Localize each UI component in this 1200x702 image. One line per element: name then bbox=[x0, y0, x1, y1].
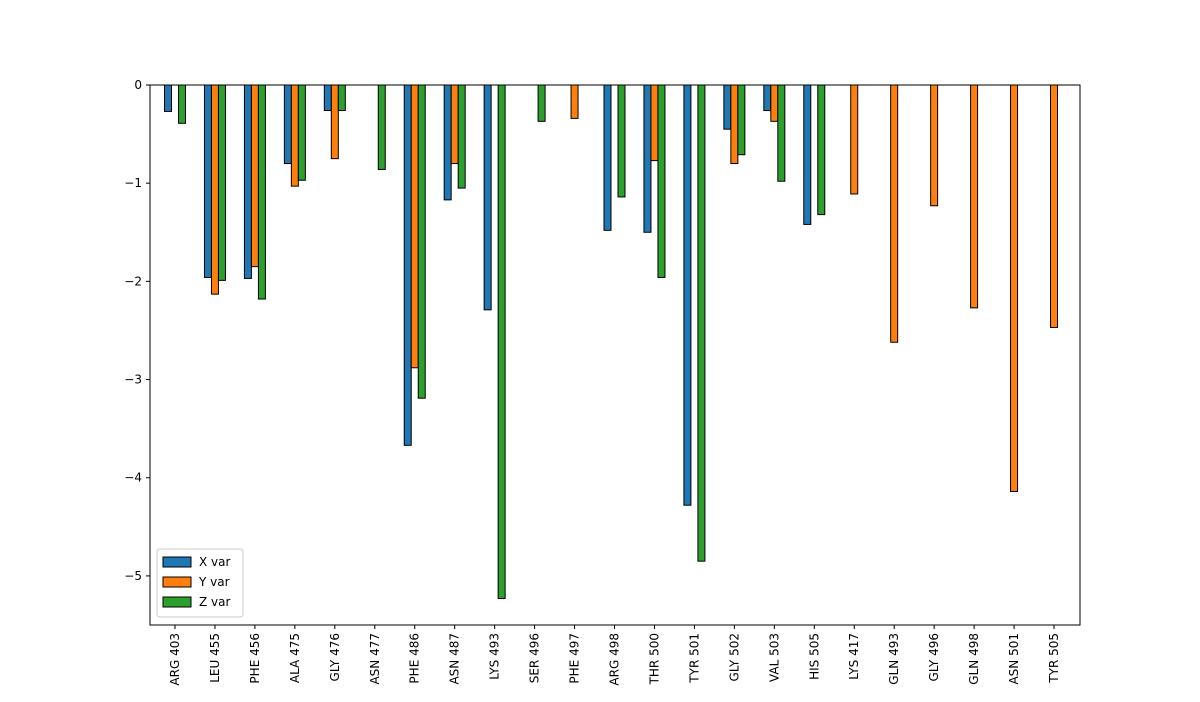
x-tick-label: PHE 486 bbox=[408, 633, 422, 684]
x-tick-label: ARG 498 bbox=[608, 633, 622, 686]
plot-frame bbox=[149, 84, 1081, 626]
x-tick-label: LYS 493 bbox=[488, 633, 502, 680]
bar-x-var-arg-498 bbox=[603, 84, 612, 231]
bar-z-var-arg-403 bbox=[178, 84, 186, 124]
bar-z-var-gly-502 bbox=[737, 84, 746, 156]
bar-z-var-thr-500 bbox=[657, 84, 666, 278]
bar-z-var-arg-498 bbox=[617, 84, 626, 198]
bar-y-var-lys-417 bbox=[850, 84, 859, 195]
bar-x-var-asn-487 bbox=[443, 84, 452, 201]
bar-z-var-ser-496 bbox=[537, 84, 546, 122]
bar-z-var-asn-477 bbox=[377, 84, 386, 170]
bar-y-var-gly-496 bbox=[930, 84, 939, 207]
bar-x-var-ala-475 bbox=[283, 84, 292, 165]
bar-y-var-gln-498 bbox=[970, 84, 979, 309]
bar-y-var-leu-455 bbox=[210, 84, 219, 295]
bar-z-var-phe-456 bbox=[257, 84, 266, 300]
bar-y-var-gly-476 bbox=[330, 84, 339, 160]
y-tick-label: −2 bbox=[124, 274, 142, 288]
bar-x-var-val-503 bbox=[763, 84, 772, 112]
bar-z-var-his-505 bbox=[817, 84, 826, 216]
bar-y-var-val-503 bbox=[770, 84, 779, 122]
y-axis: 0 −1 −2 −3 −4 −5 bbox=[124, 78, 150, 583]
legend-swatch bbox=[162, 596, 192, 608]
bar-y-var-phe-497 bbox=[570, 84, 579, 119]
x-tick-label: THR 500 bbox=[647, 633, 661, 685]
x-axis: ARG 403 LEU 455 PHE 456 ALA 475 GLY 476 ASN 4… bbox=[168, 625, 1061, 686]
bar-x-var-thr-500 bbox=[643, 84, 652, 233]
x-tick-label: SER 496 bbox=[528, 633, 542, 683]
y-tick-label: 0 bbox=[134, 78, 142, 92]
x-tick-label: TYR 505 bbox=[1047, 633, 1061, 684]
bar-z-var-gly-476 bbox=[337, 84, 346, 112]
bar-x-var-gly-476 bbox=[323, 84, 332, 112]
bar-y-var-phe-486 bbox=[410, 84, 419, 369]
bar-x-var-phe-456 bbox=[243, 84, 252, 279]
x-tick-label: LYS 417 bbox=[847, 633, 861, 680]
x-tick-label: ASN 487 bbox=[448, 633, 462, 685]
legend-label: Y var bbox=[198, 575, 230, 589]
bar-x-var-leu-455 bbox=[203, 84, 212, 278]
x-tick-label: GLY 502 bbox=[727, 633, 741, 681]
y-tick-label: −3 bbox=[124, 373, 142, 387]
x-tick-label: GLY 496 bbox=[927, 633, 941, 681]
bars-layer bbox=[164, 84, 1065, 599]
x-tick-label: ARG 403 bbox=[168, 633, 182, 686]
bar-x-var-his-505 bbox=[803, 84, 812, 225]
bar-y-var-gly-502 bbox=[730, 84, 739, 165]
x-tick-label: LEU 455 bbox=[208, 633, 222, 683]
bar-z-var-tyr-501 bbox=[697, 84, 706, 562]
x-tick-label: HIS 505 bbox=[807, 633, 821, 680]
bar-x-var-lys-493 bbox=[483, 84, 492, 311]
legend-swatch bbox=[162, 556, 192, 568]
x-tick-label: GLN 493 bbox=[887, 633, 901, 685]
bar-y-var-thr-500 bbox=[650, 84, 659, 162]
x-tick-label: ASN 477 bbox=[368, 633, 382, 685]
legend-label: X var bbox=[199, 555, 230, 569]
x-tick-label: TYR 501 bbox=[687, 633, 701, 684]
x-tick-label: ASN 501 bbox=[1007, 633, 1021, 685]
bar-z-var-leu-455 bbox=[217, 84, 226, 281]
y-tick-label: −5 bbox=[124, 569, 142, 583]
bar-z-var-ala-475 bbox=[297, 84, 306, 181]
bar-z-var-lys-493 bbox=[497, 84, 506, 599]
y-tick-label: −4 bbox=[124, 471, 142, 485]
bar-y-var-tyr-505 bbox=[1050, 84, 1058, 329]
bar-x-var-gly-502 bbox=[723, 84, 732, 130]
bar-y-var-phe-456 bbox=[250, 84, 259, 268]
x-tick-label: ALA 475 bbox=[288, 633, 302, 683]
legend: X var Y var Z var bbox=[156, 548, 244, 618]
x-tick-label: GLN 498 bbox=[967, 633, 981, 685]
bar-z-var-val-503 bbox=[777, 84, 786, 182]
bar-z-var-phe-486 bbox=[417, 84, 426, 399]
bar-x-var-tyr-501 bbox=[683, 84, 692, 506]
legend-swatch bbox=[162, 576, 192, 588]
y-tick-label: −1 bbox=[124, 176, 142, 190]
bar-y-var-ala-475 bbox=[290, 84, 299, 187]
bar-y-var-asn-487 bbox=[450, 84, 459, 165]
x-tick-label: PHE 456 bbox=[248, 633, 262, 684]
legend-label: Z var bbox=[199, 595, 230, 609]
bar-x-var-phe-486 bbox=[403, 84, 412, 446]
bar-y-var-gln-493 bbox=[890, 84, 899, 343]
bar-z-var-asn-487 bbox=[457, 84, 466, 189]
x-tick-label: GLY 476 bbox=[328, 633, 342, 681]
x-tick-label: VAL 503 bbox=[767, 633, 781, 682]
bar-x-var-arg-403 bbox=[164, 84, 172, 113]
bar-y-var-asn-501 bbox=[1010, 84, 1019, 492]
x-tick-label: PHE 497 bbox=[568, 633, 582, 684]
